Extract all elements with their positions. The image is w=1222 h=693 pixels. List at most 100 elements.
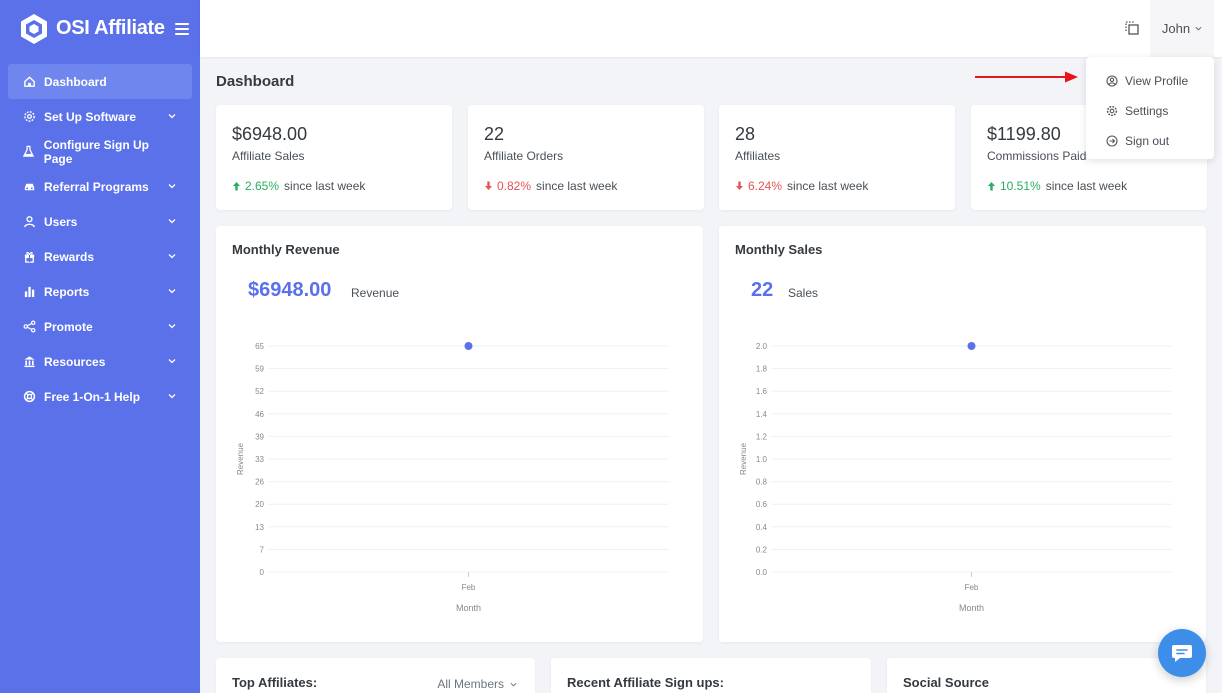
chevron-down-icon [168,184,176,189]
y-tick-label: 65 [255,342,264,351]
y-tick-label: 52 [255,387,264,396]
stat-change-suffix: since last week [284,179,366,193]
menu-item-sign-out[interactable]: Sign out [1086,126,1214,156]
gear-icon [1106,105,1118,117]
y-axis-label: Revenue [236,442,245,475]
y-tick-label: 0.4 [756,523,768,532]
sales-chart: 0.0 0.2 0.4 0.6 0.8 1.0 1.2 1.4 1.6 1.8 2.0 Feb Mont… [739,342,1172,613]
recent-signups-card: Recent Affiliate Sign ups: [551,658,871,693]
chevron-down-icon [168,289,176,294]
percent-value: 10.51% [1000,179,1041,193]
y-axis-label: Revenue [739,442,748,475]
sidebar-item-promote[interactable]: Promote [0,309,200,344]
sidebar-item-label: Free 1-On-1 Help [44,389,141,404]
home-icon [22,75,36,89]
x-axis-label: Month [959,603,984,613]
sidebar-item-referral-programs[interactable]: Referral Programs [0,169,200,204]
y-tick-label: 0 [260,568,265,577]
sidebar-item-label: Referral Programs [44,179,149,194]
menu-toggle-icon[interactable] [174,22,189,35]
stat-change-percent: 6.24% [735,179,782,193]
y-tick-label: 0.8 [756,478,768,487]
user-menu-button[interactable]: John [1150,0,1214,57]
menu-item-view-profile[interactable]: View Profile [1086,66,1214,96]
revenue-total: $6948.00 [248,279,332,301]
user-dropdown-menu: View Profile Settings Sign out [1086,57,1214,159]
percent-value: 2.65% [245,179,280,193]
sidebar: OSI Affiliate Dashboard Set Up Software Co… [0,0,200,693]
x-tick-label: Feb [965,583,979,592]
sidebar-item-label: Resources [44,354,106,369]
stat-label: Commissions Paid [987,149,1087,163]
sidebar-item-rewards[interactable]: Rewards [0,239,200,274]
y-tick-label: 1.8 [756,365,768,374]
user-name: John [1161,21,1191,36]
user-icon [22,215,36,229]
y-tick-label: 33 [255,455,264,464]
sidebar-item-reports[interactable]: Reports [0,274,200,309]
y-tick-label: 1.4 [756,410,768,419]
chevron-down-icon [168,359,176,364]
sidebar-item-label: Rewards [44,249,95,264]
data-point [967,342,976,350]
chevron-down-icon [168,324,176,329]
revenue-label: Revenue [351,286,400,300]
chart-title: Monthly Sales [735,242,823,257]
y-tick-label: 0.0 [756,568,768,577]
chevron-down-icon [168,254,176,259]
stat-value: $1199.80 [987,124,1061,144]
menu-item-label: View Profile [1125,74,1189,88]
menu-item-settings[interactable]: Settings [1086,96,1214,126]
y-tick-label: 59 [255,365,264,374]
red-arrow-annotation [975,71,1078,83]
sidebar-item-configure-sign-up-page[interactable]: Configure Sign Up Page [0,134,200,169]
chart-title: Monthly Revenue [232,242,340,257]
chevron-down-icon [510,682,517,687]
car-icon [22,180,36,194]
arrow-down-icon [736,181,743,190]
card-title: Top Affiliates: [232,675,318,690]
sidebar-item-free-1-on-1-help[interactable]: Free 1-On-1 Help [0,379,200,414]
logo-icon [21,13,47,44]
stat-change-percent: 2.65% [232,179,279,193]
menu-item-label: Sign out [1125,134,1170,148]
stat-change: 6.24% since last week [735,179,868,193]
user-circle-icon [1106,75,1118,87]
sidebar-item-set-up-software[interactable]: Set Up Software [0,99,200,134]
sidebar-item-resources[interactable]: Resources [0,344,200,379]
stat-change-percent: 0.82% [484,179,531,193]
y-tick-label: 20 [255,500,264,509]
arrow-up-icon [233,182,240,191]
x-axis-label: Month [456,603,481,613]
stat-change-percent: 10.51% [987,179,1041,193]
card-title: Recent Affiliate Sign ups: [567,675,724,690]
sidebar-item-label: Dashboard [44,74,107,89]
y-tick-label: 46 [255,410,264,419]
gift-icon [22,250,36,264]
chevron-down-icon [168,394,176,399]
stat-card: 28 Affiliates 6.24% since last week [719,105,955,210]
monthly-revenue-card: Monthly Revenue $6948.00 Revenue 0 7 13 20 2… [216,226,703,642]
sidebar-item-dashboard[interactable]: Dashboard [8,64,192,99]
sign-out-icon [1106,135,1118,147]
sidebar-nav: Dashboard Set Up Software Configure Sign U… [0,64,200,414]
brand: OSI Affiliate [0,0,200,57]
copy-icon[interactable] [1122,18,1142,38]
y-tick-label: 0.2 [756,545,768,554]
chevron-down-icon [168,219,176,224]
y-tick-label: 26 [255,478,264,487]
sales-label: Sales [788,286,819,300]
y-tick-label: 1.0 [756,455,768,464]
stat-change-suffix: since last week [536,179,618,193]
sidebar-item-users[interactable]: Users [0,204,200,239]
chat-icon [1172,645,1192,662]
y-tick-label: 39 [255,432,264,441]
y-tick-label: 2.0 [756,342,768,351]
gear-icon [22,110,36,124]
percent-value: 6.24% [748,179,783,193]
members-filter-select[interactable]: All Members [437,677,517,691]
chat-button[interactable] [1158,629,1206,677]
y-tick-label: 0.6 [756,500,768,509]
stat-change: 0.82% since last week [484,179,617,193]
monthly-sales-card: Monthly Sales 22 Sales 0.0 0.2 0.4 0.6 0.8 1.… [719,226,1206,642]
